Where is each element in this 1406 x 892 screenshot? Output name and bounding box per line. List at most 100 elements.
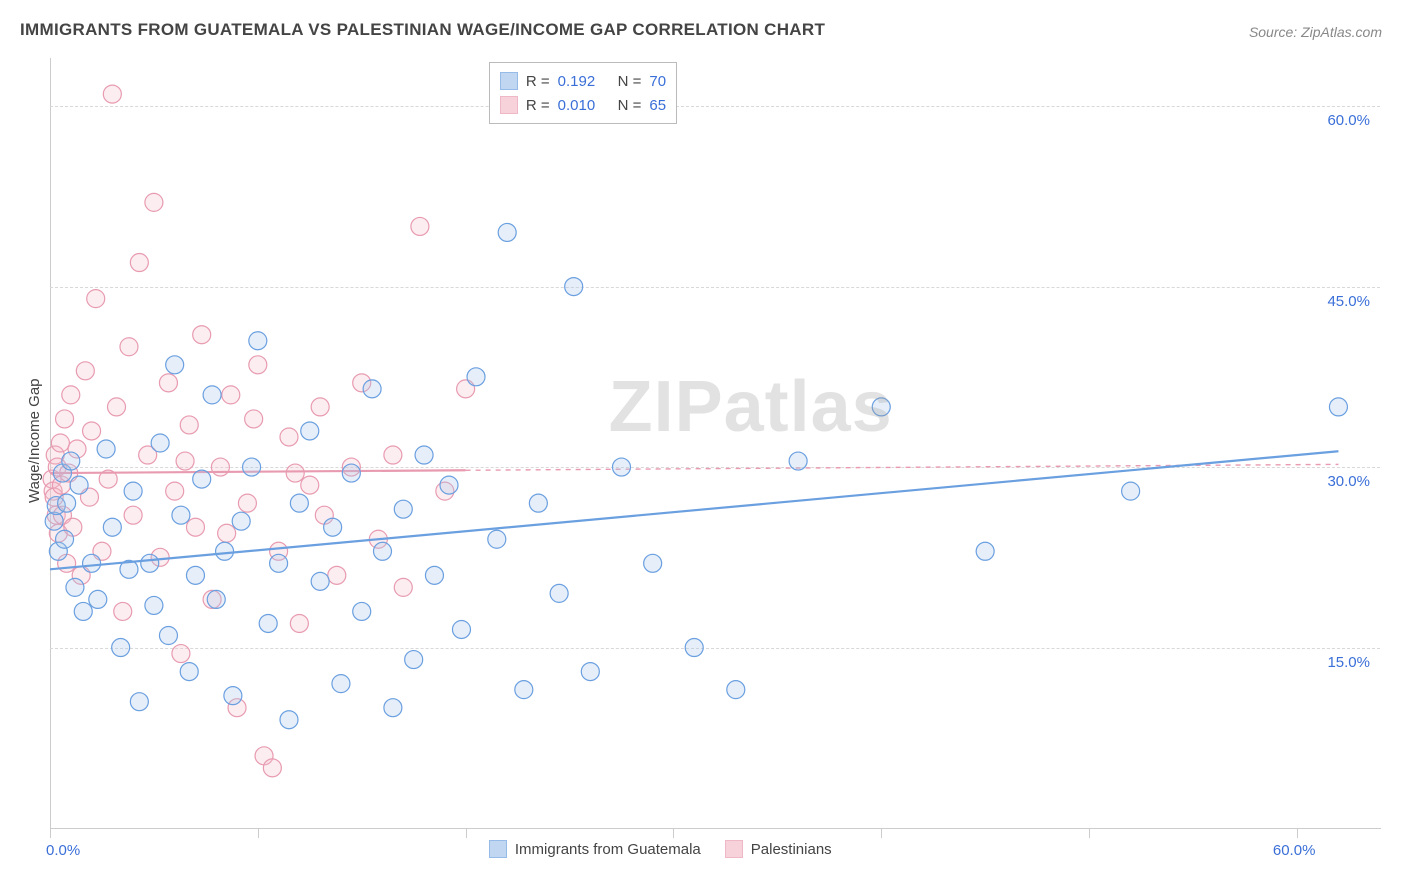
data-point-guatemala [727,681,745,699]
data-point-palestinians [159,374,177,392]
data-point-guatemala [290,494,308,512]
data-point-guatemala [515,681,533,699]
legend-label-guatemala: Immigrants from Guatemala [515,841,701,858]
data-point-guatemala [97,440,115,458]
data-point-palestinians [394,578,412,596]
trend-line-dash-palestinians [466,464,1339,470]
data-point-guatemala [83,554,101,572]
data-point-guatemala [467,368,485,386]
data-point-palestinians [51,434,69,452]
data-point-guatemala [550,584,568,602]
data-point-palestinians [193,326,211,344]
data-point-palestinians [108,398,126,416]
data-point-palestinians [76,362,94,380]
data-point-guatemala [342,464,360,482]
data-point-guatemala [405,651,423,669]
data-point-guatemala [415,446,433,464]
legend-item-palestinians: Palestinians [725,840,832,858]
data-point-guatemala [232,512,250,530]
data-point-guatemala [270,554,288,572]
data-point-guatemala [644,554,662,572]
data-point-guatemala [103,518,121,536]
data-point-palestinians [124,506,142,524]
data-point-palestinians [238,494,256,512]
data-point-palestinians [218,524,236,542]
data-point-guatemala [374,542,392,560]
data-point-guatemala [249,332,267,350]
data-point-palestinians [145,193,163,211]
data-point-palestinians [328,566,346,584]
data-point-palestinians [180,416,198,434]
data-point-guatemala [789,452,807,470]
data-point-guatemala [207,590,225,608]
data-point-guatemala [311,572,329,590]
data-point-guatemala [66,578,84,596]
data-point-guatemala [56,530,74,548]
data-point-guatemala [166,356,184,374]
scatter-plot [0,0,1406,892]
data-point-guatemala [172,506,190,524]
data-point-guatemala [180,663,198,681]
legend-stats-row-palestinians: R = 0.010 N = 65 [500,93,666,117]
data-point-guatemala [353,602,371,620]
data-point-palestinians [120,338,138,356]
legend-N-value-guatemala: 70 [649,73,666,90]
legend-R-prefix: R = [526,97,550,114]
data-point-guatemala [488,530,506,548]
legend-N-value-palestinians: 65 [649,97,666,114]
data-point-palestinians [186,518,204,536]
legend-N-prefix: N = [618,73,642,90]
data-point-guatemala [529,494,547,512]
data-point-guatemala [324,518,342,536]
legend-series: Immigrants from Guatemala Palestinians [489,840,832,858]
data-point-guatemala [141,554,159,572]
data-point-guatemala [565,278,583,296]
legend-swatch-guatemala [500,72,518,90]
data-point-palestinians [103,85,121,103]
x-axis-max-label: 60.0% [1273,842,1316,859]
data-point-guatemala [301,422,319,440]
data-point-guatemala [243,458,261,476]
legend-label-palestinians: Palestinians [751,841,832,858]
data-point-guatemala [89,590,107,608]
data-point-guatemala [159,627,177,645]
data-point-guatemala [203,386,221,404]
data-point-guatemala [216,542,234,560]
data-point-palestinians [286,464,304,482]
data-point-guatemala [186,566,204,584]
legend-R-value-guatemala: 0.192 [558,73,610,90]
data-point-guatemala [452,620,470,638]
legend-R-value-palestinians: 0.010 [558,97,610,114]
data-point-guatemala [130,693,148,711]
data-point-guatemala [1122,482,1140,500]
data-point-palestinians [211,458,229,476]
data-point-guatemala [193,470,211,488]
data-point-palestinians [172,645,190,663]
data-point-guatemala [425,566,443,584]
data-point-palestinians [301,476,319,494]
data-point-palestinians [263,759,281,777]
legend-stats-box: R = 0.192 N = 70 R = 0.010 N = 65 [489,62,677,124]
legend-swatch-guatemala [489,840,507,858]
data-point-guatemala [145,596,163,614]
data-point-guatemala [112,639,130,657]
data-point-guatemala [440,476,458,494]
data-point-palestinians [56,410,74,428]
data-point-guatemala [332,675,350,693]
data-point-palestinians [166,482,184,500]
data-point-palestinians [280,428,298,446]
data-point-guatemala [124,482,142,500]
data-point-guatemala [58,494,76,512]
x-axis-min-label: 0.0% [46,842,80,859]
data-point-guatemala [224,687,242,705]
legend-N-prefix: N = [618,97,642,114]
data-point-palestinians [384,446,402,464]
legend-swatch-palestinians [725,840,743,858]
data-point-guatemala [259,614,277,632]
legend-item-guatemala: Immigrants from Guatemala [489,840,701,858]
data-point-guatemala [872,398,890,416]
data-point-palestinians [411,217,429,235]
data-point-guatemala [685,639,703,657]
data-point-palestinians [176,452,194,470]
data-point-guatemala [74,602,92,620]
